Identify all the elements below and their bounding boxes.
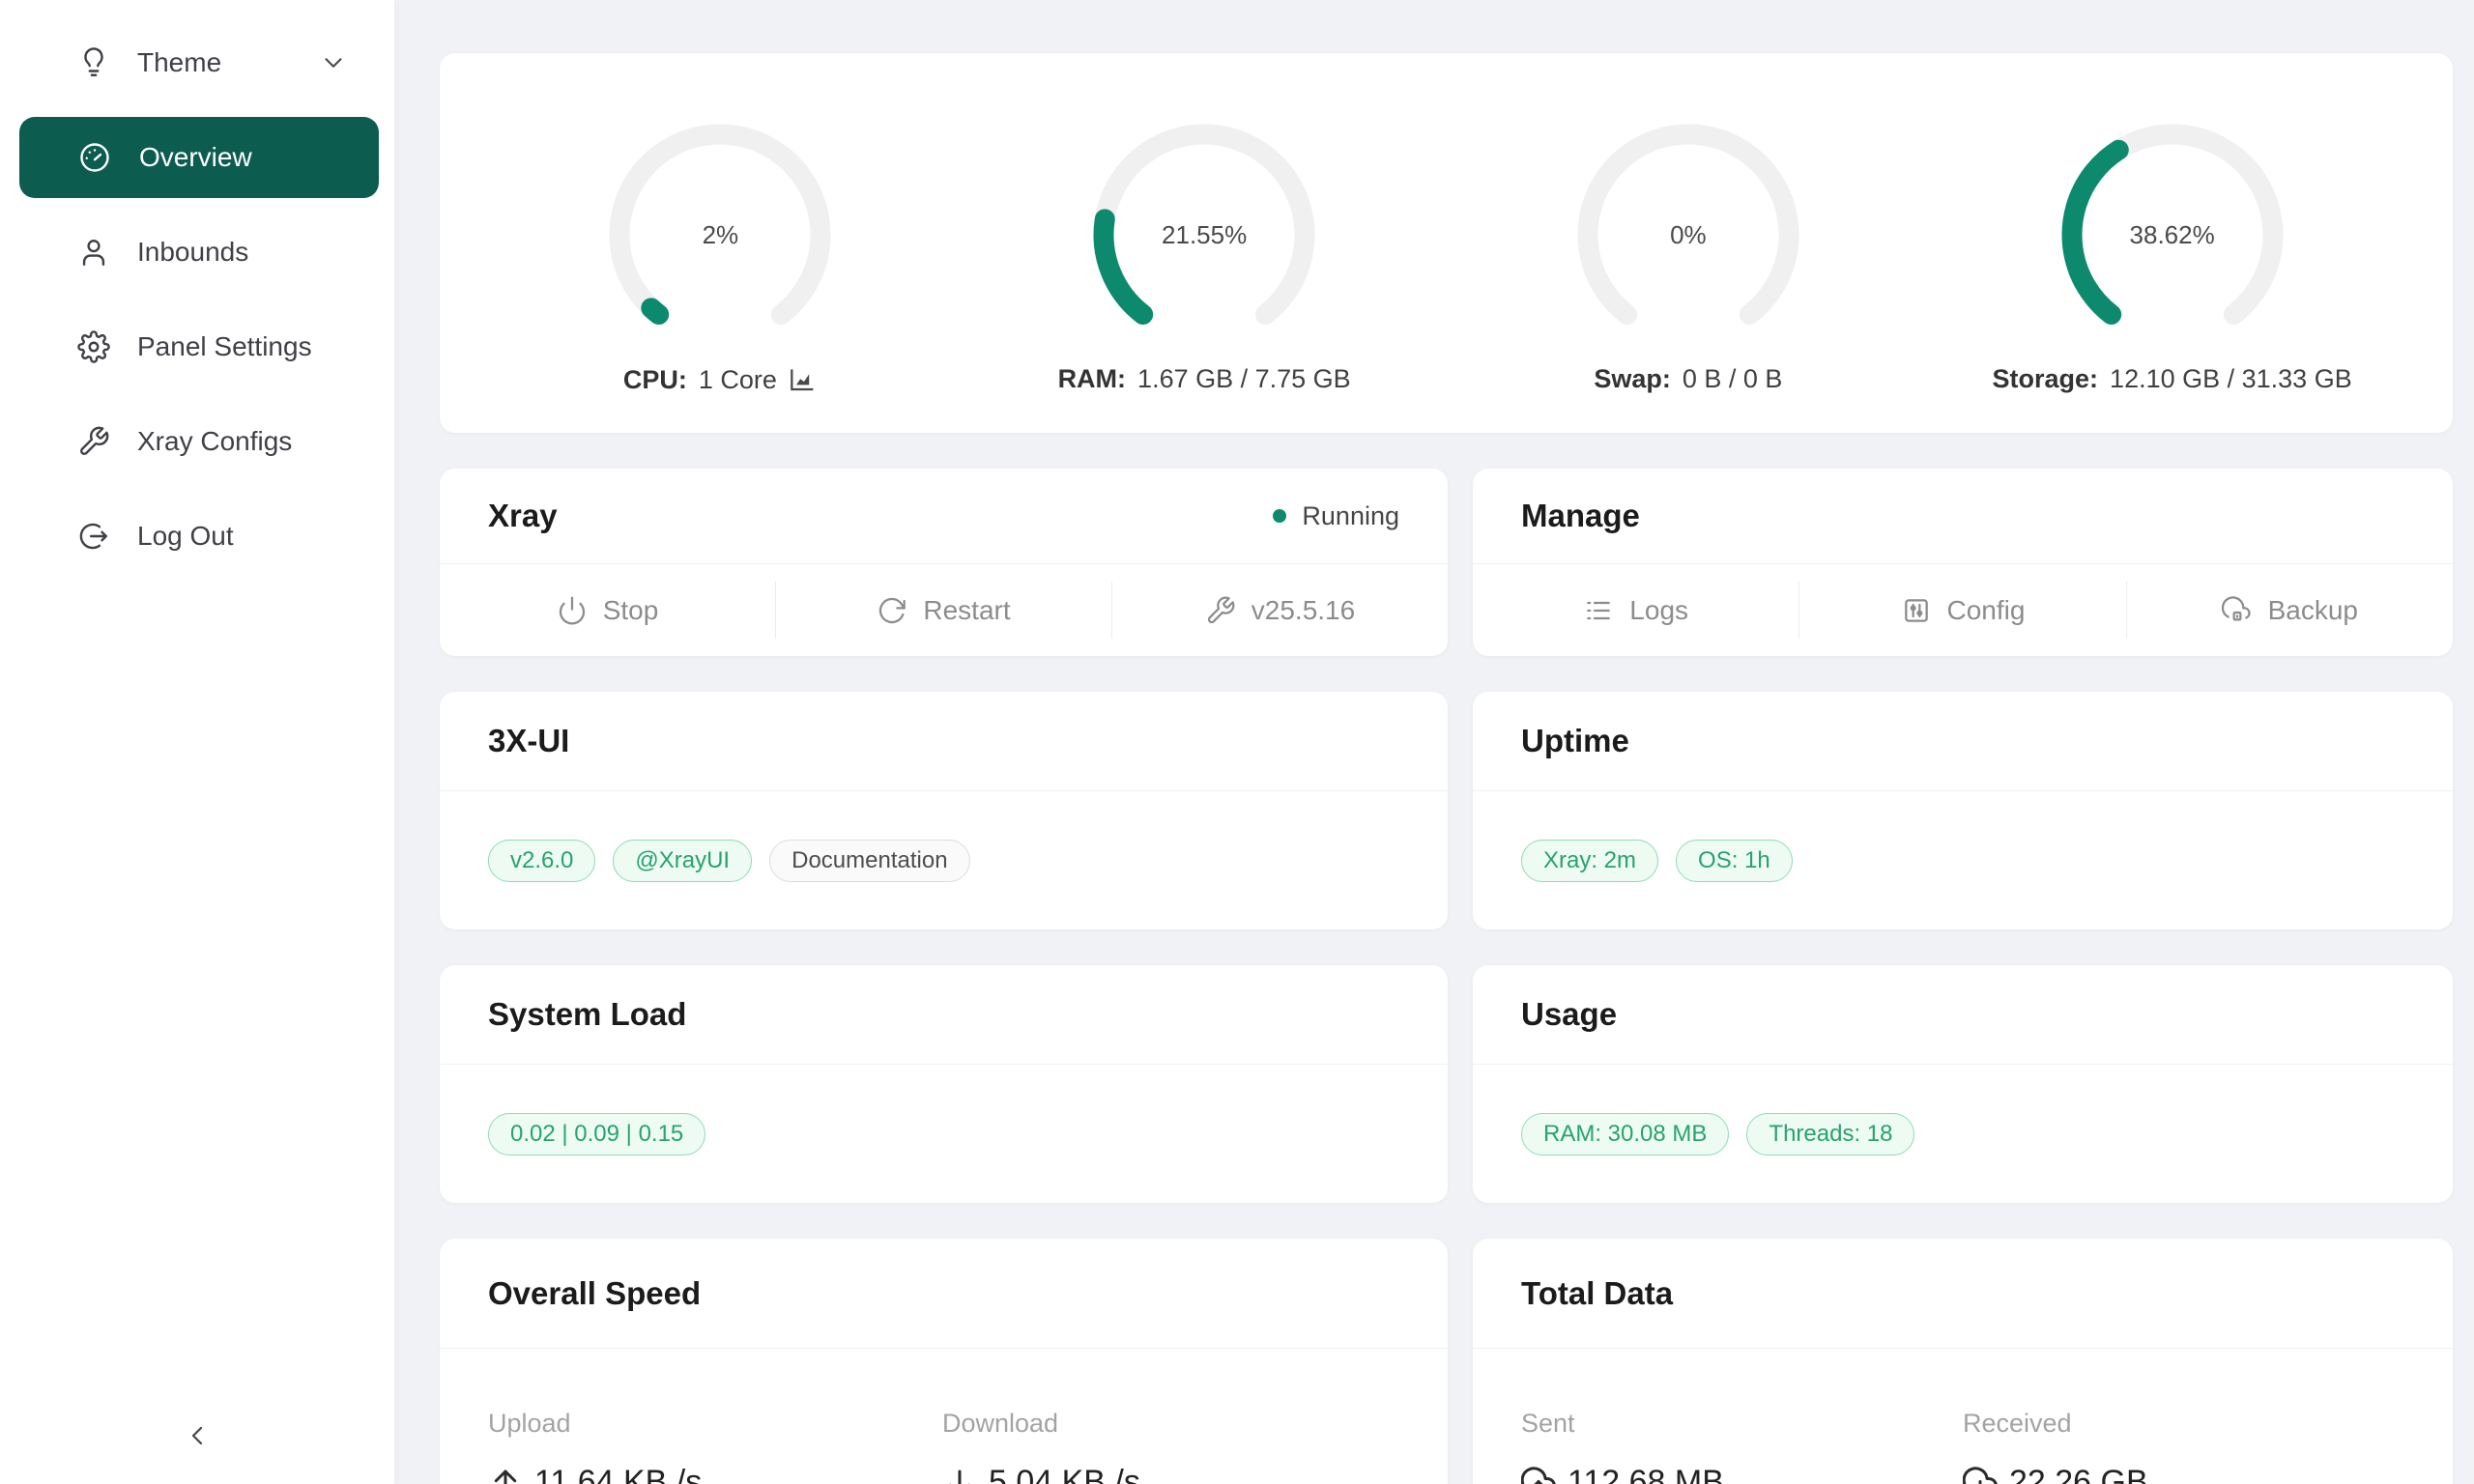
sidebar-item-xray-configs[interactable]: Xray Configs	[0, 394, 394, 489]
uptime-card-title: Uptime	[1521, 723, 1629, 758]
storage-label: Storage: 12.10 GB / 31.33 GB	[1992, 364, 2352, 393]
xui-card-title: 3X-UI	[488, 723, 570, 758]
system-gauges-card: 2% CPU: 1 Core 21.55% RAM:	[440, 53, 2453, 433]
download-stat: Download 5.04 KB /s	[942, 1409, 1396, 1484]
sidebar-item-label: Panel Settings	[137, 331, 312, 361]
xray-card: Xray Running Stop	[440, 469, 1448, 656]
stop-button[interactable]: Stop	[440, 564, 775, 656]
ram-usage-tag: RAM: 30.08 MB	[1521, 1112, 1730, 1156]
main-content: 2% CPU: 1 Core 21.55% RAM:	[394, 0, 2474, 1484]
sent-value: 112.68 MB	[1568, 1464, 1724, 1484]
sidebar: Theme Overview Inbounds Panel Settings	[0, 0, 394, 1484]
sidebar-item-label: Overview	[139, 142, 252, 172]
sidebar-item-label: Xray Configs	[137, 426, 293, 456]
documentation-tag[interactable]: Documentation	[769, 839, 970, 882]
restart-icon	[879, 597, 906, 623]
power-icon	[559, 596, 585, 624]
os-uptime-tag: OS: 1h	[1676, 839, 1793, 882]
xray-card-title: Xray	[488, 498, 558, 533]
xray-status-label: Running	[1302, 500, 1399, 530]
lightbulb-icon	[84, 47, 103, 76]
sidebar-item-inbounds[interactable]: Inbounds	[0, 205, 394, 300]
upload-stat: Upload 11.64 KB /s	[488, 1409, 942, 1484]
user-icon	[82, 240, 105, 266]
area-chart-icon[interactable]	[787, 364, 818, 395]
swap-percent: 0%	[1670, 219, 1707, 249]
cloud-download-icon	[1963, 1466, 1998, 1484]
list-icon	[1587, 601, 1611, 619]
ram-percent: 21.55%	[1162, 219, 1248, 249]
overall-speed-title: Overall Speed	[488, 1274, 702, 1311]
config-icon	[1904, 598, 1928, 622]
manage-card: Manage Logs Config	[1473, 469, 2453, 656]
divider	[2125, 582, 2127, 639]
total-data-title: Total Data	[1521, 1274, 1674, 1311]
uptime-card: Uptime Xray: 2m OS: 1h	[1473, 692, 2453, 929]
sidebar-item-log-out[interactable]: Log Out	[0, 489, 394, 584]
usage-card-title: Usage	[1521, 996, 1618, 1032]
xray-version-button[interactable]: v25.5.16	[1112, 564, 1448, 656]
download-label: Download	[942, 1409, 1059, 1438]
storage-gauge: 38.62% Storage: 12.10 GB / 31.33 GB	[1930, 119, 2414, 433]
divider	[1111, 582, 1112, 639]
total-data-card: Total Data Sent 112.68 MB Received	[1473, 1239, 2453, 1484]
load-average-tag: 0.02 | 0.09 | 0.15	[488, 1112, 706, 1156]
received-stat: Received 22.26 GB	[1963, 1409, 2404, 1484]
logs-button[interactable]: Logs	[1473, 564, 1798, 656]
wrench-icon	[80, 426, 109, 455]
chevron-down-icon[interactable]	[319, 48, 348, 77]
sidebar-item-label: Log Out	[137, 521, 234, 551]
wrench-icon	[1207, 596, 1235, 623]
arrow-down-icon	[948, 1470, 971, 1484]
overall-speed-card: Overall Speed Upload 11.64 KB /s Downloa…	[440, 1239, 1448, 1484]
logout-icon	[79, 523, 107, 550]
chevron-left-icon	[191, 1426, 203, 1445]
sidebar-item-panel-settings[interactable]: Panel Settings	[0, 300, 394, 394]
upload-label: Upload	[488, 1409, 571, 1438]
backup-cloud-icon	[2221, 595, 2251, 620]
sidebar-collapse-button[interactable]	[168, 1414, 226, 1457]
swap-label: Swap: 0 B / 0 B	[1594, 364, 1783, 393]
ram-gauge: 21.55% RAM: 1.67 GB / 7.75 GB	[963, 119, 1447, 433]
upload-value: 11.64 KB /s	[534, 1464, 703, 1484]
threads-tag: Threads: 18	[1746, 1112, 1915, 1156]
sent-label: Sent	[1521, 1409, 1575, 1438]
restart-button[interactable]: Restart	[776, 564, 1111, 656]
download-value: 5.04 KB /s	[989, 1464, 1140, 1484]
gear-icon	[77, 330, 110, 363]
ram-label: RAM: 1.67 GB / 7.75 GB	[1057, 364, 1351, 393]
backup-button[interactable]: Backup	[2127, 564, 2453, 656]
manage-card-title: Manage	[1521, 498, 1640, 533]
sidebar-item-label: Inbounds	[137, 237, 249, 267]
version-tag[interactable]: v2.6.0	[488, 839, 596, 882]
system-load-card-title: System Load	[488, 996, 687, 1032]
xui-card: 3X-UI v2.6.0 @XrayUI Documentation	[440, 692, 1448, 929]
sidebar-item-overview[interactable]: Overview	[19, 117, 379, 198]
xray-uptime-tag: Xray: 2m	[1521, 839, 1659, 882]
cpu-label: CPU: 1 Core	[623, 364, 818, 395]
usage-card: Usage RAM: 30.08 MB Threads: 18	[1473, 965, 2453, 1203]
cloud-upload-icon	[1521, 1466, 1556, 1484]
arrow-up-icon	[494, 1470, 517, 1484]
storage-percent: 38.62%	[2129, 219, 2215, 249]
xray-status: Running	[1273, 501, 1399, 531]
xrayui-tag[interactable]: @XrayUI	[613, 839, 753, 882]
cpu-percent: 2%	[702, 219, 739, 249]
received-value: 22.26 GB	[2009, 1464, 2148, 1484]
system-load-card: System Load 0.02 | 0.09 | 0.15	[440, 965, 1448, 1203]
received-label: Received	[1963, 1409, 2072, 1438]
swap-gauge: 0% Swap: 0 B / 0 B	[1447, 119, 1931, 433]
sidebar-item-theme[interactable]: Theme	[0, 15, 394, 110]
cpu-gauge: 2% CPU: 1 Core	[478, 119, 963, 433]
sent-stat: Sent 112.68 MB	[1521, 1409, 1963, 1484]
dashboard-icon	[80, 143, 109, 172]
config-button[interactable]: Config	[1799, 564, 2125, 656]
divider	[775, 582, 776, 639]
divider	[1798, 582, 1800, 639]
sidebar-item-label: Theme	[137, 47, 222, 77]
status-dot-icon	[1273, 509, 1287, 523]
